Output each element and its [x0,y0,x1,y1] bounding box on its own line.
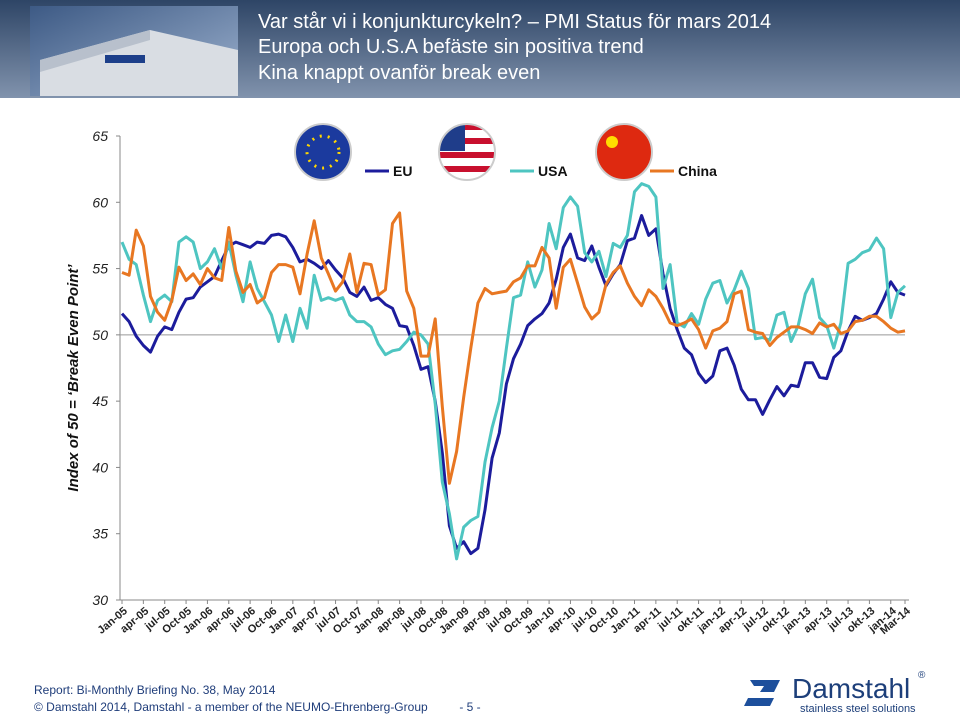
y-axis-label: Index of 50 = ‘Break Even Point’ [65,264,82,492]
footer-report: Report: Bi-Monthly Briefing No. 38, May … [34,683,276,697]
logo-tagline: stainless steel solutions [800,703,916,715]
series-line [120,214,906,556]
flag-china [595,123,653,181]
legend-label: China [678,163,717,179]
legend-label: USA [538,163,568,179]
flag-eu [294,123,352,181]
footer-copyright: © Damstahl 2014, Damstahl - a member of … [34,700,428,714]
y-tick-label: 40 [92,459,108,475]
header-subtitle: Europa och U.S.A befäste sin positiva tr… [258,36,644,58]
flag-usa [438,123,496,181]
y-tick-label: 30 [92,592,108,608]
series-line [121,211,906,485]
header-photo [30,6,238,96]
y-tick-label: 35 [92,526,108,542]
logo-mark: ® [918,670,926,681]
header-title: Var står vi i konjunkturcykeln? – PMI St… [258,11,771,33]
logo-name: Damstahl [792,673,910,704]
page-number: - 5 - [459,700,480,714]
y-tick-label: 50 [92,327,108,343]
legend-label: EU [393,163,412,179]
y-tick-label: 65 [92,128,108,144]
chart: 30 35 40 45 50 55 60 65 Index of 50 = ‘Break Eve… [65,128,914,637]
logo: Damstahl ® stainless steel solutions [744,670,926,715]
y-tick-label: 60 [92,194,108,210]
y-tick-label: 45 [92,393,108,409]
y-tick-label: 55 [92,261,108,277]
series-line [120,182,907,561]
header-subtitle: Kina knappt ovanför break even [258,62,540,84]
